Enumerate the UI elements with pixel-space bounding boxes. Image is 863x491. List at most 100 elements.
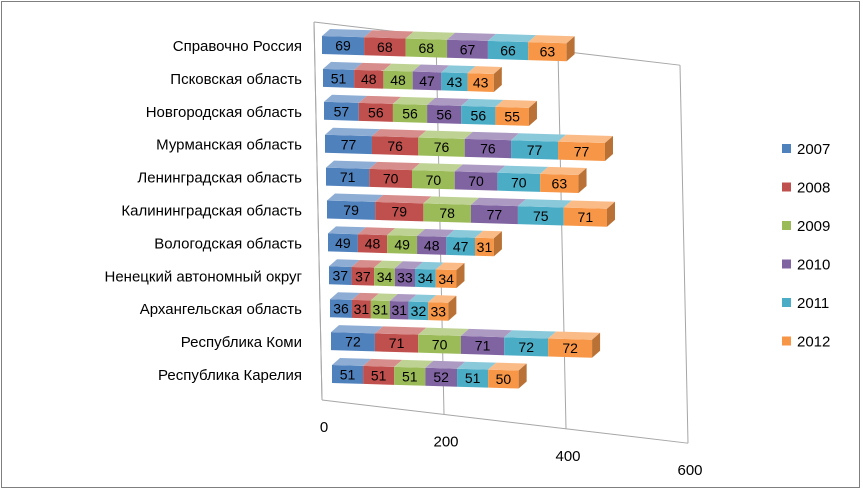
bar-end-cap [566,36,575,62]
bar-segment [394,359,434,386]
bar-face [470,204,518,225]
bar-face [504,337,549,357]
bar-top [331,325,383,334]
bar-top [457,361,497,370]
bar-segment [329,259,360,285]
bar-face [412,170,455,190]
bar-segment [357,227,396,254]
bar-top [387,228,426,237]
bar-face [423,203,471,223]
bar-segment [417,229,455,255]
bar-top [374,260,403,269]
bar-top [470,197,526,207]
bar-face [370,300,390,319]
data-label: 34 [418,270,434,286]
category-label: Вологодская область [154,235,302,252]
bar-segment [470,197,526,225]
data-label: 76 [480,141,496,157]
bar-segment [358,95,401,122]
bar-end-cap [604,135,613,161]
data-label: 34 [438,271,454,287]
data-label: 48 [365,236,381,252]
bar-top [540,166,587,176]
data-label: 48 [390,72,406,88]
legend-label: 2010 [797,257,830,274]
bar-face [364,37,406,57]
bar-top [351,259,383,268]
bar-face [374,267,395,287]
x-tick-label: 600 [677,462,702,479]
bar-top [369,161,421,171]
data-label: 51 [331,70,347,86]
data-label: 56 [402,105,418,121]
bar-face [441,72,468,92]
bar-top [517,199,572,208]
bar-top [322,29,373,38]
bar-top [460,328,513,338]
bar-segment [446,229,484,256]
bar-segment [351,292,379,319]
bar-face [322,36,365,56]
bar-top [324,94,367,103]
bar-face [325,134,372,155]
legend-swatch [782,221,791,230]
bar-top [326,160,378,169]
bar-top [418,327,469,336]
bar-top [363,358,403,367]
bar-top [558,134,613,143]
bar-face [394,268,416,287]
bar-top [328,226,366,235]
bar-segment [475,230,502,257]
bar-end-cap [578,168,587,194]
bar-face [495,106,529,126]
bar-face [488,369,519,389]
legend: 2007 2008 2009 2010 2011 2012 [782,141,830,351]
data-label: 70 [432,336,448,352]
data-label: 66 [500,42,516,58]
bar-top [528,35,575,44]
bar-face [461,105,496,125]
legend-label: 2011 [797,295,829,312]
data-label: 51 [402,368,418,384]
bar-segment [394,261,424,287]
bar-face [326,167,370,187]
bar-segment [322,29,373,56]
data-label: 34 [377,269,393,285]
category-label: Ленинградская область [137,170,302,187]
bar-face [375,201,424,222]
bar-top [495,99,537,108]
bar-segment [374,326,427,353]
bar-segment [328,226,366,253]
bar-segment [418,327,469,354]
data-label: 56 [368,104,384,120]
bar-top [330,292,360,300]
data-label: 77 [574,143,590,159]
x-tick-label: 400 [555,448,580,465]
bar-face [540,173,579,194]
bar-face [428,302,449,321]
bar-top [428,295,457,303]
bar-segment [528,35,575,62]
bar-segment [387,228,426,255]
data-label: 76 [434,139,450,155]
bar-segment [441,65,476,92]
data-label: 31 [391,302,407,318]
bar-face [331,332,375,352]
bar-face [528,42,567,62]
bar-end-cap [448,295,457,321]
x-gridline [313,21,323,401]
bar-face [435,269,457,289]
bar-segment [326,160,378,187]
bar-segment [428,295,457,321]
bar-segment [447,32,496,59]
bar-segment [504,330,557,357]
bar-segment [558,134,613,161]
data-label: 31 [354,301,370,317]
data-label: 33 [430,303,446,319]
bar-face [425,367,458,387]
bar-segment [374,260,403,287]
bar-face [454,171,498,191]
bar-face [497,172,541,192]
data-label: 78 [439,205,455,221]
category-label: Мурманская область [156,137,302,154]
